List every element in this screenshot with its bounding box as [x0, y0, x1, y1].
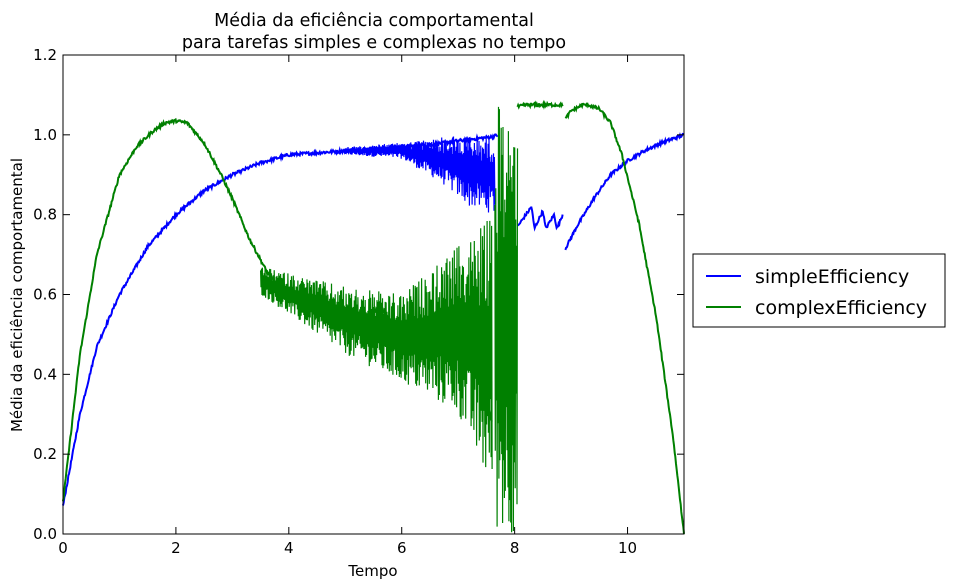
chart-title-line-2: para tarefas simples e complexas no temp… [182, 33, 566, 53]
y-tick-label: 0.0 [33, 525, 57, 543]
series-simple-line [517, 206, 564, 232]
series-simple-line [62, 133, 499, 506]
plot-lines [62, 99, 685, 534]
x-tick-label: 2 [171, 539, 181, 557]
x-tick-label: 6 [397, 539, 407, 557]
legend-label-simple: simpleEfficiency [755, 266, 909, 288]
x-tick-label: 4 [284, 539, 294, 557]
y-tick-label: 0.2 [33, 445, 57, 463]
series-complex-line [516, 99, 564, 110]
x-tick-label: 10 [618, 539, 637, 557]
y-tick-label: 0.8 [33, 206, 57, 224]
series-complex-line [62, 117, 493, 502]
series-simple-noise-band [344, 135, 496, 213]
legend-label-complex: complexEfficiency [755, 297, 927, 319]
series-complex-line [564, 102, 685, 534]
axis-ticks: 0 2 4 6 8 10 0.0 0.2 0.4 0.6 0.8 1.0 1.2 [33, 46, 684, 557]
legend-frame [692, 253, 946, 328]
chart-title-line-1: Média da eficiência comportamental [214, 11, 534, 31]
x-axis-label: Tempo [347, 562, 397, 580]
series-complex-noise-band [494, 106, 519, 533]
legend: simpleEfficiency complexEfficiency [692, 253, 946, 328]
x-tick-label: 8 [510, 539, 520, 557]
y-axis-label: Média da eficiência comportamental [8, 158, 26, 432]
y-tick-label: 1.0 [33, 126, 57, 144]
series-simple-line [564, 132, 685, 251]
y-tick-label: 0.6 [33, 286, 57, 304]
y-tick-label: 1.2 [33, 46, 57, 64]
x-tick-label: 0 [58, 539, 68, 557]
y-tick-label: 0.4 [33, 365, 57, 383]
series-complex-noise-band [260, 220, 493, 470]
plot-frame [62, 54, 685, 535]
